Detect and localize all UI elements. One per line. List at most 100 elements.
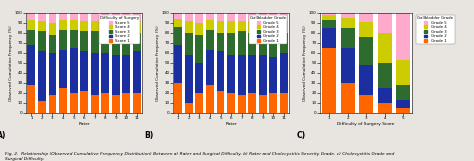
Bar [396,60,410,85]
Bar [396,108,410,113]
Bar [248,93,256,113]
Bar [378,13,392,33]
Bar [27,45,35,85]
Bar [341,18,355,28]
Bar [59,30,67,50]
Bar [38,51,46,101]
Bar [112,33,120,55]
Bar [259,33,267,55]
Bar [359,37,373,65]
Bar [195,23,203,35]
Bar [322,48,336,113]
Bar [48,95,56,113]
Bar [227,21,235,33]
Bar [206,13,214,20]
Bar [378,63,392,88]
Bar [48,53,56,95]
Bar [322,20,336,28]
Bar [259,95,267,113]
Bar [206,20,214,30]
Bar [48,23,56,35]
Bar [341,48,355,83]
Bar [217,33,225,51]
Text: Fig. 2.  Relationship (Observed Cumulative Frequency Distribution) Between a) Ra: Fig. 2. Relationship (Observed Cumulativ… [5,152,394,161]
Bar [227,55,235,93]
Bar [195,35,203,63]
Text: B): B) [144,131,153,140]
Bar [248,13,256,21]
Text: C): C) [297,131,306,140]
Bar [378,88,392,103]
Bar [185,103,193,113]
Bar [259,13,267,21]
Bar [217,91,225,113]
Bar [122,23,130,35]
Bar [133,93,141,113]
Bar [59,20,67,30]
Bar [185,33,193,55]
Bar [48,35,56,53]
Bar [101,33,109,53]
Bar [101,93,109,113]
Bar [133,21,141,33]
Bar [112,13,120,21]
Y-axis label: Observed Cumulative Frequency (%): Observed Cumulative Frequency (%) [156,25,160,101]
Bar [359,95,373,113]
Bar [174,27,182,45]
Bar [27,20,35,30]
Bar [217,21,225,33]
Bar [38,13,46,21]
Bar [280,53,288,93]
Bar [70,93,78,113]
Y-axis label: Observed Cumulative Frequency (%): Observed Cumulative Frequency (%) [9,25,13,101]
Bar [91,21,99,31]
Bar [359,65,373,95]
Bar [91,31,99,53]
Bar [101,21,109,33]
Bar [70,13,78,20]
Bar [378,33,392,63]
Text: A): A) [0,131,7,140]
X-axis label: Rater: Rater [78,122,90,126]
Bar [259,21,267,33]
Bar [27,13,35,20]
Bar [237,21,246,31]
Bar [378,103,392,113]
Bar [185,55,193,103]
Bar [206,50,214,85]
Bar [322,28,336,48]
Bar [101,53,109,93]
Bar [269,35,277,57]
Bar [248,21,256,33]
Bar [341,28,355,48]
Bar [174,83,182,113]
Bar [174,13,182,19]
Bar [122,13,130,23]
Bar [133,13,141,21]
Bar [195,13,203,23]
Bar [217,51,225,91]
Bar [112,95,120,113]
Bar [248,55,256,93]
Bar [133,51,141,93]
Bar [122,55,130,93]
Bar [195,93,203,113]
Bar [280,93,288,113]
X-axis label: Difficulty of Surgery Score: Difficulty of Surgery Score [337,122,395,126]
Bar [237,55,246,95]
Bar [206,30,214,50]
Bar [91,53,99,95]
Bar [112,55,120,95]
Bar [227,33,235,55]
Bar [70,48,78,93]
Bar [38,101,46,113]
Bar [248,33,256,55]
Bar [269,21,277,35]
Bar [259,55,267,95]
Bar [38,31,46,51]
Bar [269,93,277,113]
Bar [341,83,355,113]
Legend: Grade 5, Grade 4, Grade 3, Grade 2, Grade 1: Grade 5, Grade 4, Grade 3, Grade 2, Grad… [416,15,455,44]
Legend: Grade 5, Grade 4, Grade 3, Grade 2, Grade 1: Grade 5, Grade 4, Grade 3, Grade 2, Grad… [249,15,287,44]
Bar [269,13,277,21]
